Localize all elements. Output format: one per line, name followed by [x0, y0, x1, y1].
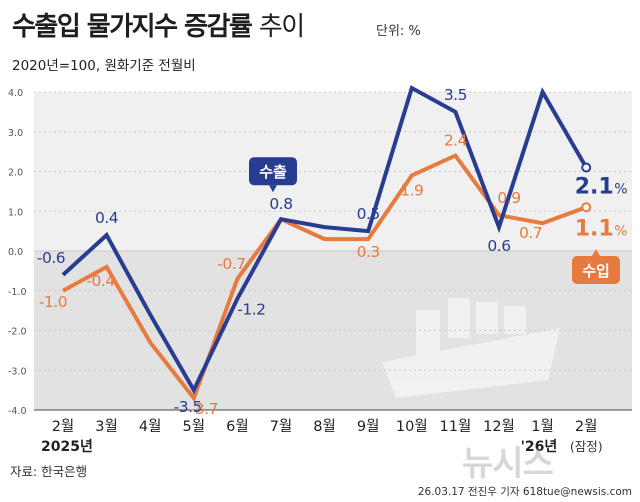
- export-data-label: -0.6: [37, 249, 65, 267]
- ship-container-stack: [504, 306, 526, 334]
- y-tick-label: 0.0: [8, 247, 23, 258]
- x-tick-label: 2월: [575, 418, 598, 435]
- x-tick-label: 7월: [270, 418, 293, 435]
- ship-bridge: [416, 310, 440, 360]
- y-tick-label: 3.0: [8, 128, 23, 139]
- import-legend-badge: [572, 256, 620, 284]
- ship-hull: [382, 328, 560, 398]
- x-tick-label: 6월: [226, 418, 249, 435]
- export-last-value: 2.1: [575, 175, 614, 200]
- import-data-label: -1.0: [39, 293, 67, 311]
- y-tick-label: -1.0: [8, 287, 27, 298]
- x-tick-label: 10월: [396, 418, 428, 435]
- import-data-label: -0.7: [217, 255, 245, 273]
- y-tick-label: -2.0: [8, 327, 27, 338]
- year-label: 2025년: [41, 439, 93, 455]
- provisional-note: (잠정): [570, 439, 603, 454]
- import-data-label: -3.7: [190, 400, 218, 418]
- y-tick-label: 1.0: [8, 207, 23, 218]
- y-tick-label: -3.0: [8, 366, 27, 377]
- x-tick-label: 11월: [440, 418, 472, 435]
- y-tick-label: 4.0: [8, 88, 23, 99]
- export-data-label: 0.5: [357, 205, 380, 223]
- x-tick-label: 2월: [52, 418, 75, 435]
- source-note: 자료: 한국은행: [10, 464, 88, 479]
- export-end-marker: [581, 162, 592, 173]
- year-label: '26년: [521, 439, 558, 455]
- export-legend-pointer: [269, 185, 277, 193]
- import-end-marker: [581, 202, 592, 213]
- chart-title: 수출입 물가지수 증감률 추이: [12, 12, 305, 42]
- export-unit: %: [614, 182, 627, 198]
- export-data-label: 0.8: [269, 195, 292, 213]
- import-last-value: 1.1: [575, 216, 614, 241]
- x-tick-label: 5월: [183, 418, 206, 435]
- export-data-label: 0.4: [95, 209, 118, 227]
- line-chart: 4.0 3.0 2.0 1.0 0.0 -1.0 -2.0 -3.0 -4.0 2월 3월 4월 5월 6…: [8, 80, 632, 455]
- watermark-logo: 뉴시스: [462, 444, 554, 484]
- unit-label: 단위: %: [376, 24, 421, 39]
- plot-background-lower: [34, 251, 632, 410]
- export-data-label: 4.0: [531, 80, 554, 84]
- import-unit: %: [614, 223, 627, 239]
- import-legend-pointer: [592, 249, 600, 256]
- export-data-label: 0.6: [487, 237, 510, 255]
- import-data-label: 0.3: [357, 243, 380, 261]
- import-legend-label: 수입: [582, 262, 610, 280]
- x-tick-label: 3월: [95, 418, 118, 435]
- import-data-label: 0.9: [497, 189, 520, 207]
- y-tick-label: -4.0: [8, 406, 27, 417]
- export-series-line: [61, 85, 588, 395]
- x-tick-label: 8월: [313, 418, 336, 435]
- export-legend-badge: [249, 157, 297, 186]
- y-tick-label: 2.0: [8, 168, 23, 179]
- export-data-label: -1.2: [237, 301, 265, 319]
- export-data-label: -3.5: [174, 398, 202, 416]
- export-data-label: 3.5: [444, 86, 467, 104]
- export-legend-label: 수출: [259, 163, 287, 181]
- chart-subtitle: 2020년=100, 원화기준 전월비: [12, 58, 196, 74]
- ship-illustration: [382, 298, 560, 398]
- import-data-label: 0.7: [519, 224, 542, 242]
- x-tick-label: 9월: [357, 418, 380, 435]
- credit-line: 26.03.17 전진우 기자 618tue@newsis.com: [417, 486, 632, 498]
- ship-container-stack: [448, 298, 470, 338]
- x-tick-label: 12월: [483, 418, 515, 435]
- x-tick-label: 4월: [139, 418, 162, 435]
- import-data-label: 2.4: [444, 132, 467, 150]
- import-series-line: [62, 153, 587, 403]
- import-data-label: 1.9: [400, 181, 423, 199]
- ship-container-stack: [476, 302, 498, 334]
- x-tick-label: 1월: [531, 418, 554, 435]
- import-data-label: -0.4: [86, 272, 114, 290]
